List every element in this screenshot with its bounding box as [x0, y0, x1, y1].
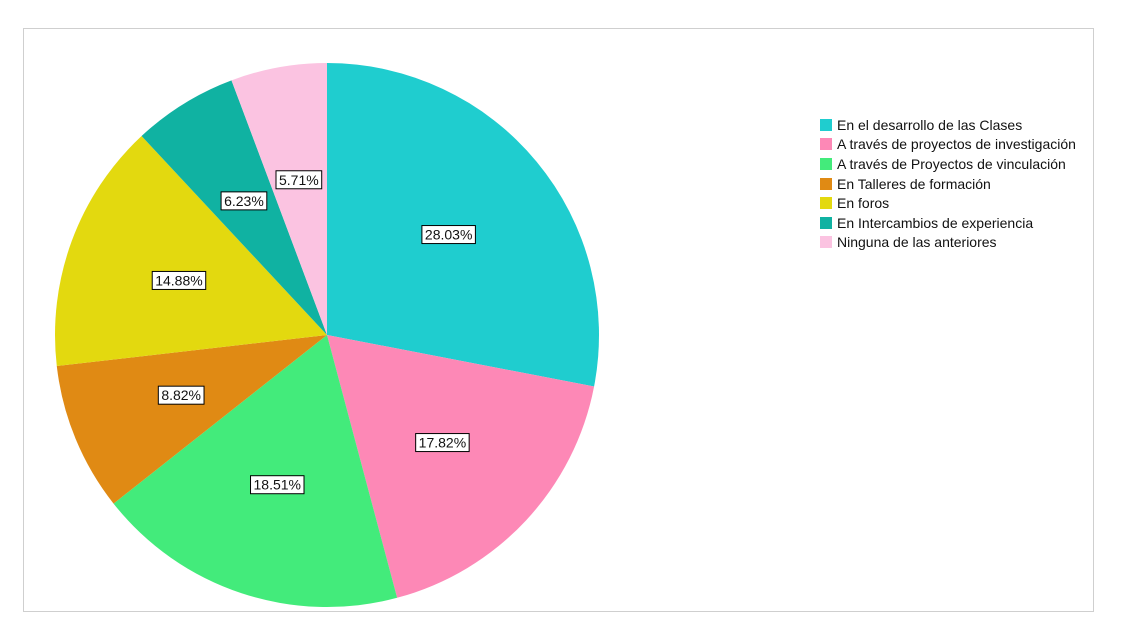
slice-value-label: 6.23%	[224, 193, 264, 209]
slice-label-1: 17.82%	[415, 433, 470, 453]
pie-chart: 28.03% 17.82% 18.51% 8.82% 14.88% 6.23% 5.71%	[55, 63, 599, 607]
chart-frame: 28.03% 17.82% 18.51% 8.82% 14.88% 6.23% 5.71% …	[23, 28, 1094, 612]
legend-item: En foros	[820, 193, 1076, 213]
pie-slice-1	[327, 335, 595, 598]
legend-swatch	[820, 118, 832, 131]
slice-value-label: 5.71%	[279, 172, 319, 188]
legend-swatch	[820, 138, 832, 151]
slice-value-label: 18.51%	[254, 477, 301, 493]
pie-slice-2	[113, 335, 398, 607]
slice-value-label: 14.88%	[155, 272, 202, 288]
legend-label: En Intercambios de experiencia	[837, 214, 1034, 231]
legend-swatch	[820, 157, 832, 170]
pie-slice-4	[55, 136, 327, 367]
legend-item: En Talleres de formación	[820, 174, 1076, 194]
slice-value-label: 17.82%	[419, 435, 466, 451]
legend-item: A través de Proyectos de vinculación	[820, 154, 1076, 174]
legend: En el desarrollo de las Clases A través d…	[820, 115, 1076, 252]
legend-item: A través de proyectos de investigación	[820, 135, 1076, 155]
legend-label: A través de proyectos de investigación	[837, 136, 1076, 153]
slice-label-2: 18.51%	[250, 475, 305, 495]
slice-label-3: 8.82%	[157, 385, 205, 405]
legend-item: En el desarrollo de las Clases	[820, 115, 1076, 135]
legend-label: Ninguna de las anteriores	[837, 234, 997, 251]
legend-item: En Intercambios de experiencia	[820, 213, 1076, 233]
legend-swatch	[820, 236, 832, 249]
legend-swatch	[820, 177, 832, 190]
slice-label-0: 28.03%	[421, 225, 476, 245]
legend-label: En Talleres de formación	[837, 175, 991, 192]
pie-slice-0	[327, 63, 599, 387]
legend-item: Ninguna de las anteriores	[820, 233, 1076, 253]
legend-label: En foros	[837, 195, 890, 212]
slice-label-4: 14.88%	[151, 270, 207, 290]
legend-swatch	[820, 197, 832, 210]
legend-label: En el desarrollo de las Clases	[837, 116, 1023, 133]
legend-swatch	[820, 216, 832, 229]
slice-value-label: 8.82%	[161, 387, 201, 403]
legend-label: A través de Proyectos de vinculación	[837, 155, 1066, 172]
pie-slice-6	[231, 63, 327, 335]
slice-label-5: 6.23%	[220, 191, 268, 211]
pie-slice-3	[56, 335, 327, 504]
slice-label-6: 5.71%	[275, 170, 323, 190]
slice-value-label: 28.03%	[425, 227, 472, 243]
